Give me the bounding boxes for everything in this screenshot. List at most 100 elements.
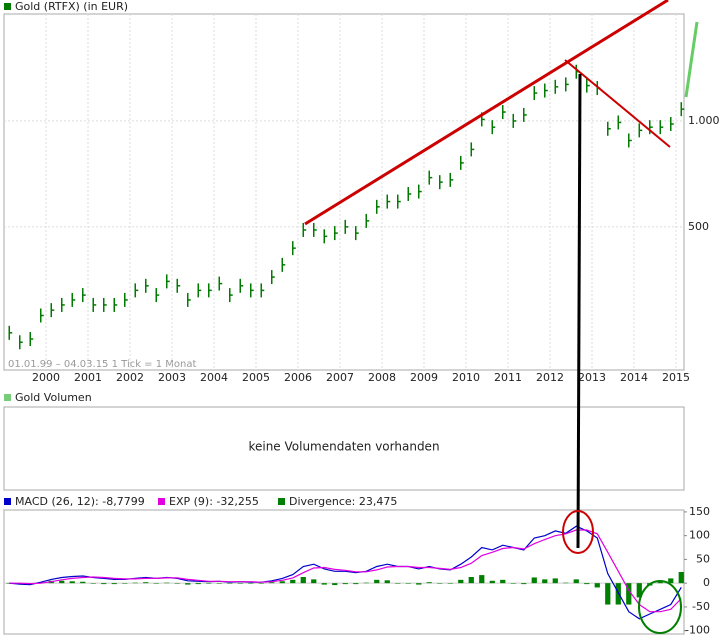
divergence-bar: [279, 581, 285, 584]
price-bar: [449, 172, 454, 187]
divergence-bar: [678, 572, 684, 584]
y-tick-label: 500: [688, 220, 709, 233]
price-bar: [61, 297, 65, 312]
divergence-bar: [384, 580, 390, 584]
y-tick-label: -50: [692, 600, 710, 613]
divergence-bar: [101, 583, 107, 585]
price-bar: [386, 194, 391, 209]
divergence-bar: [563, 582, 569, 584]
legend-swatch: [4, 498, 11, 505]
y-tick-label: -100: [685, 624, 710, 637]
price-bar: [145, 278, 149, 293]
price-bar: [544, 83, 548, 98]
price-bar: [523, 107, 527, 122]
divergence-bar: [363, 582, 369, 584]
price-bar: [659, 120, 664, 135]
divergence-bar: [573, 579, 579, 584]
price-bar: [670, 117, 674, 132]
trend-line: [304, 0, 669, 226]
divergence-bar: [185, 583, 191, 585]
x-tick-label: 2005: [242, 371, 270, 384]
legend-label: MACD (26, 12): -8,7799: [15, 495, 145, 508]
divergence-bar: [248, 583, 254, 584]
price-bar: [176, 278, 181, 293]
divergence-bar: [416, 583, 422, 585]
x-tick-label: 2014: [620, 371, 648, 384]
divergence-bar: [458, 579, 464, 584]
price-bar: [124, 292, 128, 307]
x-tick-label: 2004: [200, 371, 228, 384]
divergence-bar: [237, 583, 243, 584]
divergence-bar: [80, 581, 86, 584]
price-bar: [250, 283, 254, 298]
x-tick-label: 2008: [368, 371, 396, 384]
price-bar: [428, 170, 433, 185]
x-tick-label: 2015: [662, 371, 690, 384]
legend-swatch: [158, 498, 165, 505]
price-bar: [680, 102, 685, 117]
divergence-bar: [59, 580, 65, 584]
y-tick-label: 50: [696, 552, 710, 565]
price-bar: [187, 292, 191, 307]
divergence-bar: [374, 579, 380, 584]
divergence-bar: [500, 579, 506, 584]
divergence-bar: [395, 583, 401, 584]
price-bar: [628, 133, 632, 148]
x-tick-label: 2003: [158, 371, 186, 384]
divergence-bar: [468, 576, 474, 584]
macd-line: [9, 529, 682, 613]
price-bar: [229, 288, 233, 303]
subtitle: 01.01.99 – 04.03.15 1 Tick = 1 Monat: [8, 359, 196, 370]
volume-title: Gold Volumen: [15, 391, 92, 404]
divergence-bar: [437, 583, 443, 584]
price-bar: [407, 186, 412, 201]
divergence-bar: [290, 579, 296, 584]
divergence-bar: [69, 581, 75, 584]
price-bar: [50, 303, 55, 318]
divergence-bar: [552, 578, 558, 584]
divergence-bar: [216, 583, 222, 584]
price-bar: [113, 297, 118, 312]
price-bar: [491, 120, 496, 135]
legend-swatch: [278, 498, 285, 505]
divergence-bar: [153, 583, 159, 584]
divergence-bar: [479, 575, 485, 584]
x-tick-label: 2007: [326, 371, 354, 384]
macd-frame: [3, 509, 685, 635]
price-bar: [134, 283, 139, 298]
divergence-bar: [269, 582, 275, 584]
price-bar: [40, 308, 44, 323]
price-bar: [92, 297, 97, 312]
price-bar: [302, 222, 307, 237]
price-bar: [260, 283, 265, 298]
price-bar: [271, 270, 275, 285]
price-bar: [334, 226, 338, 241]
price-bar: [313, 222, 317, 237]
legend-swatch: [4, 3, 11, 10]
divergence-bar: [531, 577, 537, 584]
price-bar: [460, 155, 464, 170]
price-bar: [8, 325, 13, 340]
price-bar: [617, 115, 622, 130]
price-bar: [554, 79, 559, 94]
macd-legend: MACD (26, 12): -8,7799 EXP (9): -32,255 Di…: [4, 495, 397, 508]
y-tick-label: 1.000: [688, 114, 720, 127]
price-bar: [638, 123, 643, 138]
price-bar: [218, 276, 223, 291]
divergence-bar: [227, 583, 233, 584]
divergence-bar: [636, 583, 642, 598]
price-bar: [565, 77, 569, 92]
divergence-bar: [195, 583, 201, 585]
volume-frame: [3, 406, 685, 491]
chart-title: Gold (RTFX) (in EUR): [15, 0, 128, 13]
x-tick-label: 2000: [32, 371, 60, 384]
price-bar: [344, 219, 349, 234]
price-bar: [323, 229, 328, 244]
divergence-bar: [164, 582, 170, 584]
price-bar: [166, 274, 170, 289]
y-tick-label: 100: [689, 529, 710, 542]
price-bar: [649, 120, 653, 135]
divergence-bar: [542, 579, 548, 584]
divergence-bar: [584, 583, 590, 585]
